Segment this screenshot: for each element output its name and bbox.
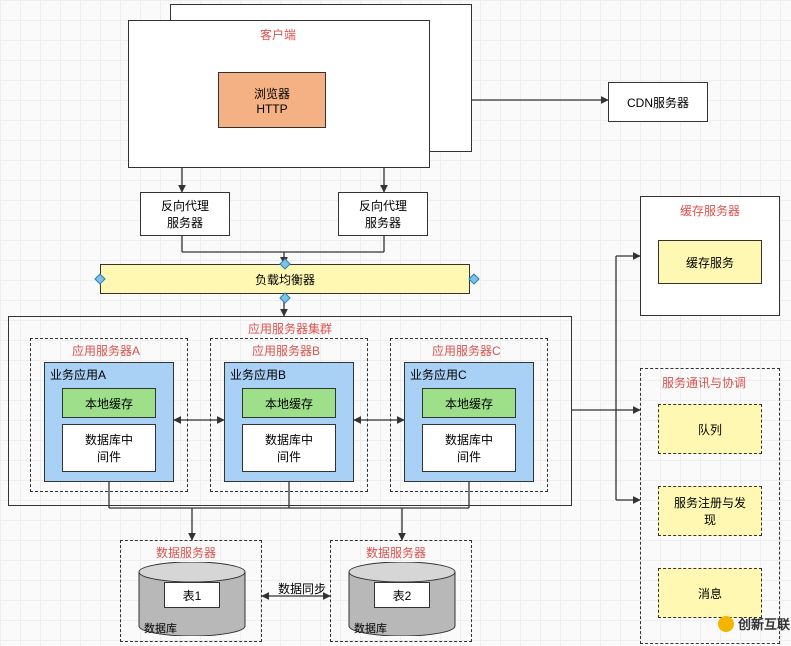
appB_mw: 数据库中间件 <box>242 424 336 472</box>
watermark: 创新互联 <box>718 614 790 633</box>
appC_title: 应用服务器C <box>432 342 501 359</box>
db2_tbl: 表2 <box>374 582 430 608</box>
rev_proxy_2: 反向代理服务器 <box>338 192 428 236</box>
db1_title: 数据服务器 <box>156 544 216 561</box>
cdn: CDN服务器 <box>608 82 708 122</box>
appB_title: 应用服务器B <box>252 342 320 359</box>
appB_cache: 本地缓存 <box>242 388 336 418</box>
cluster_title: 应用服务器集群 <box>248 320 332 337</box>
appC_mw: 数据库中间件 <box>422 424 516 472</box>
svc_reg: 服务注册与发现 <box>658 486 762 536</box>
appB_svc_lbl: 业务应用B <box>230 366 286 383</box>
client_title: 客户端 <box>260 26 296 43</box>
appC_svc_lbl: 业务应用C <box>410 366 467 383</box>
appA_title: 应用服务器A <box>72 342 140 359</box>
appA_cache: 本地缓存 <box>62 388 156 418</box>
browser: 浏览器HTTP <box>218 72 326 128</box>
watermark-icon <box>718 616 734 632</box>
rev_proxy_1: 反向代理服务器 <box>140 192 230 236</box>
db2_title: 数据服务器 <box>366 544 426 561</box>
appA_svc_lbl: 业务应用A <box>50 366 106 383</box>
appA_mw: 数据库中间件 <box>62 424 156 472</box>
appC_cache: 本地缓存 <box>422 388 516 418</box>
svg-text:数据库: 数据库 <box>354 621 387 635</box>
db_sync_lbl: 数据同步 <box>278 580 326 597</box>
watermark-text: 创新互联 <box>738 614 790 633</box>
cache_svc: 缓存服务 <box>658 240 762 284</box>
cache_title: 缓存服务器 <box>680 202 740 219</box>
queue: 队列 <box>658 404 762 454</box>
comm_title: 服务通讯与协调 <box>662 374 746 391</box>
db1_tbl: 表1 <box>164 582 220 608</box>
svg-text:数据库: 数据库 <box>144 621 177 635</box>
msg_bus: 消息 <box>658 568 762 618</box>
